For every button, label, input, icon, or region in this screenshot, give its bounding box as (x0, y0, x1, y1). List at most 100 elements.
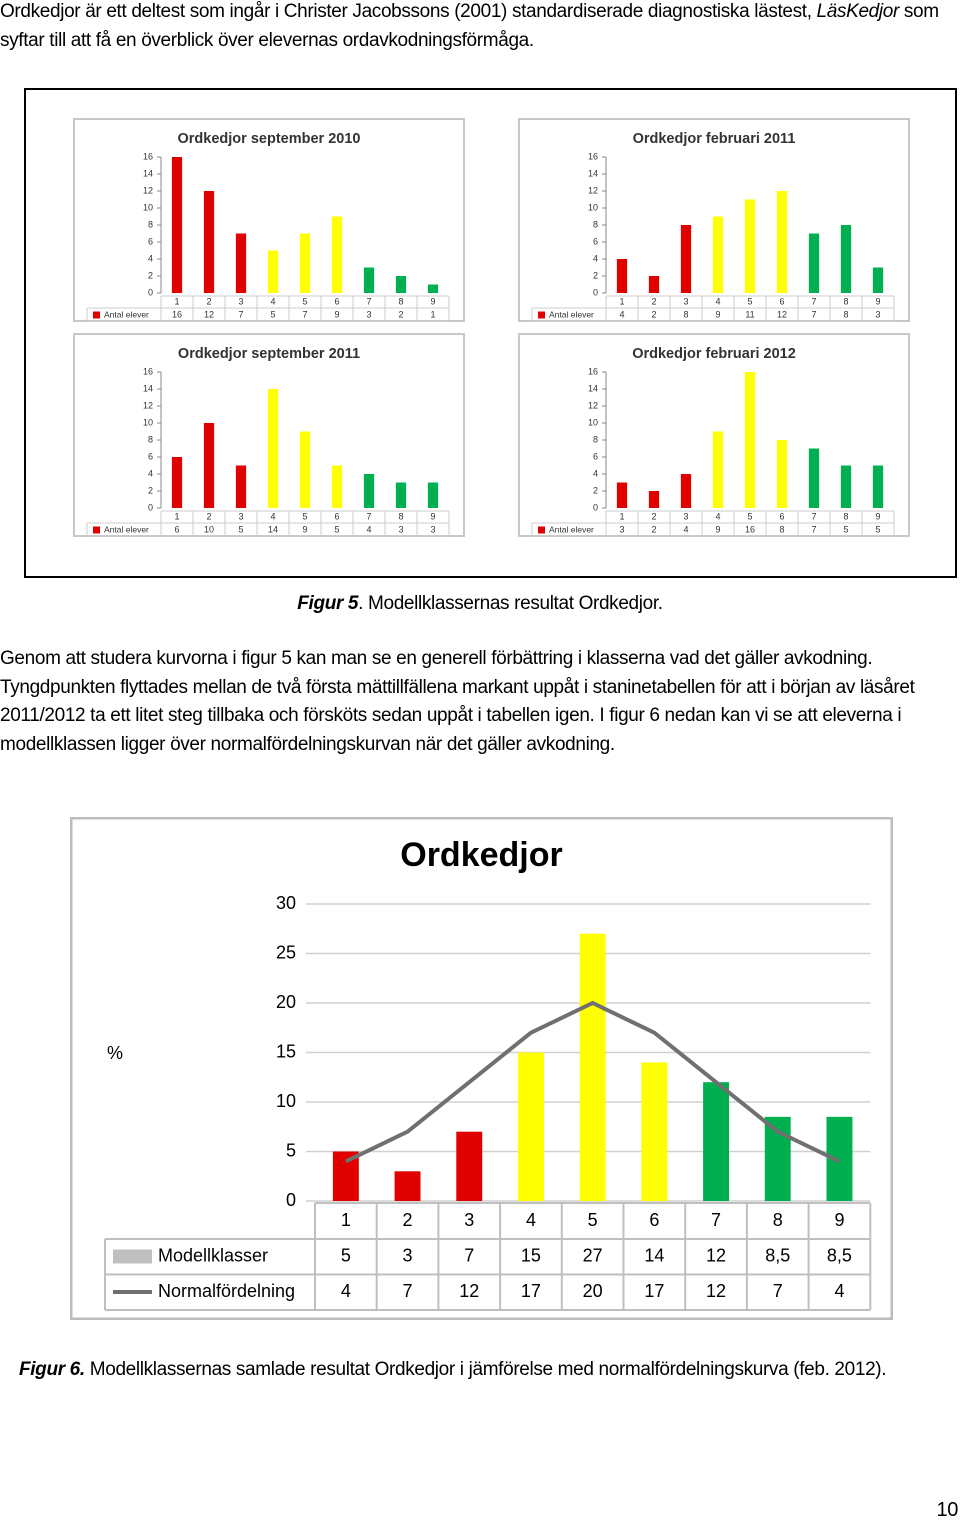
x-tick-label: 7 (811, 296, 816, 306)
bar (363, 474, 375, 508)
chart-frame (70, 817, 893, 1320)
y-tick-label: 2 (148, 485, 153, 495)
legend-label: Modellklasser (158, 1245, 268, 1265)
figure-caption: Figur 6. Modellklassernas samlade result… (19, 1356, 959, 1385)
y-tick-label: 12 (588, 400, 598, 410)
bar (427, 284, 439, 293)
y-tick-label: 4 (148, 468, 153, 478)
table-value: 7 (464, 1245, 474, 1265)
table-value: 3 (619, 524, 624, 534)
table-value: 8,5 (765, 1245, 790, 1265)
x-tick-label: 7 (366, 511, 371, 521)
bar (299, 431, 311, 508)
x-tick-label: 6 (334, 511, 339, 521)
y-tick-label: 6 (148, 236, 153, 246)
x-tick-label: 9 (430, 511, 435, 521)
legend-key (113, 1249, 152, 1264)
table-value: 15 (521, 1245, 541, 1265)
x-tick-label: 1 (341, 1210, 351, 1230)
y-tick-label: 10 (276, 1091, 296, 1111)
table-value: 8 (683, 309, 688, 319)
chart-title: Ordkedjor september 2011 (178, 346, 360, 362)
table-value: 8,5 (827, 1245, 852, 1265)
x-tick-label: 1 (174, 296, 179, 306)
y-tick-label: 2 (593, 485, 598, 495)
bar (616, 482, 628, 508)
y-tick-label: 30 (276, 893, 296, 913)
x-tick-label: 4 (270, 296, 275, 306)
y-tick-label: 4 (593, 468, 598, 478)
y-axis-label: % (107, 1043, 123, 1063)
table-value: 14 (644, 1245, 664, 1265)
x-tick-label: 8 (843, 511, 848, 521)
bar (203, 191, 215, 293)
x-tick-label: 7 (711, 1210, 721, 1230)
bar (872, 465, 884, 508)
x-tick-label: 4 (715, 296, 720, 306)
y-tick-label: 14 (588, 168, 598, 178)
table-value: 3 (366, 309, 371, 319)
x-tick-label: 8 (398, 511, 403, 521)
figure-label: Figur 6. (19, 1359, 85, 1380)
chart-title: Ordkedjor februari 2012 (632, 346, 796, 362)
bar (579, 933, 606, 1201)
table-value: 1 (430, 309, 435, 319)
x-tick-label: 5 (302, 511, 307, 521)
x-tick-label: 8 (398, 296, 403, 306)
y-tick-label: 4 (593, 253, 598, 263)
table-value: 7 (773, 1281, 783, 1301)
x-tick-label: 6 (334, 296, 339, 306)
bar (171, 457, 183, 508)
table-value: 8 (843, 309, 848, 319)
bar (363, 267, 375, 293)
bar (235, 465, 247, 508)
bar (776, 191, 788, 293)
bar (395, 482, 407, 508)
table-value: 4 (619, 309, 624, 319)
table-value: 5 (334, 524, 339, 534)
body-text: Genom att studera kurvorna i figur 5 kan… (0, 648, 915, 755)
y-tick-label: 6 (593, 451, 598, 461)
table-value: 7 (238, 309, 243, 319)
table-value: 9 (334, 309, 339, 319)
legend-label: Antal elever (549, 524, 594, 534)
intro-text: Ordkedjor är ett deltest som ingår i Chr… (0, 1, 817, 22)
x-tick-label: 5 (588, 1210, 598, 1230)
bar (872, 267, 884, 293)
table-value: 7 (811, 524, 816, 534)
y-tick-label: 15 (276, 1041, 296, 1061)
x-tick-label: 9 (834, 1210, 844, 1230)
table-value: 17 (644, 1281, 664, 1301)
y-tick-label: 5 (286, 1140, 296, 1160)
intro-italic: LäsKedjor (816, 1, 900, 22)
table-value: 17 (521, 1281, 541, 1301)
x-tick-label: 2 (651, 296, 656, 306)
bar (840, 225, 852, 293)
table-value: 7 (811, 309, 816, 319)
table-value: 3 (430, 524, 435, 534)
x-tick-label: 4 (526, 1210, 536, 1230)
y-tick-label: 20 (276, 992, 296, 1012)
y-tick-label: 2 (593, 270, 598, 280)
x-tick-label: 2 (206, 296, 211, 306)
table-value: 6 (174, 524, 179, 534)
y-tick-label: 16 (588, 151, 598, 161)
x-tick-label: 8 (773, 1210, 783, 1230)
x-tick-label: 5 (747, 296, 752, 306)
x-tick-label: 7 (811, 511, 816, 521)
chart-title: Ordkedjor september 2010 (178, 131, 361, 147)
table-value: 2 (651, 524, 656, 534)
x-tick-label: 3 (464, 1210, 474, 1230)
bar (331, 465, 343, 508)
table-value: 12 (706, 1245, 726, 1265)
table-value: 10 (204, 524, 214, 534)
y-tick-label: 2 (148, 270, 153, 280)
legend-key (538, 526, 545, 534)
x-tick-label: 5 (302, 296, 307, 306)
x-tick-label: 7 (366, 296, 371, 306)
table-value: 4 (834, 1281, 844, 1301)
y-tick-label: 25 (276, 942, 296, 962)
chart-title: Ordkedjor (400, 836, 562, 874)
x-tick-label: 9 (875, 511, 880, 521)
y-tick-label: 10 (588, 417, 598, 427)
